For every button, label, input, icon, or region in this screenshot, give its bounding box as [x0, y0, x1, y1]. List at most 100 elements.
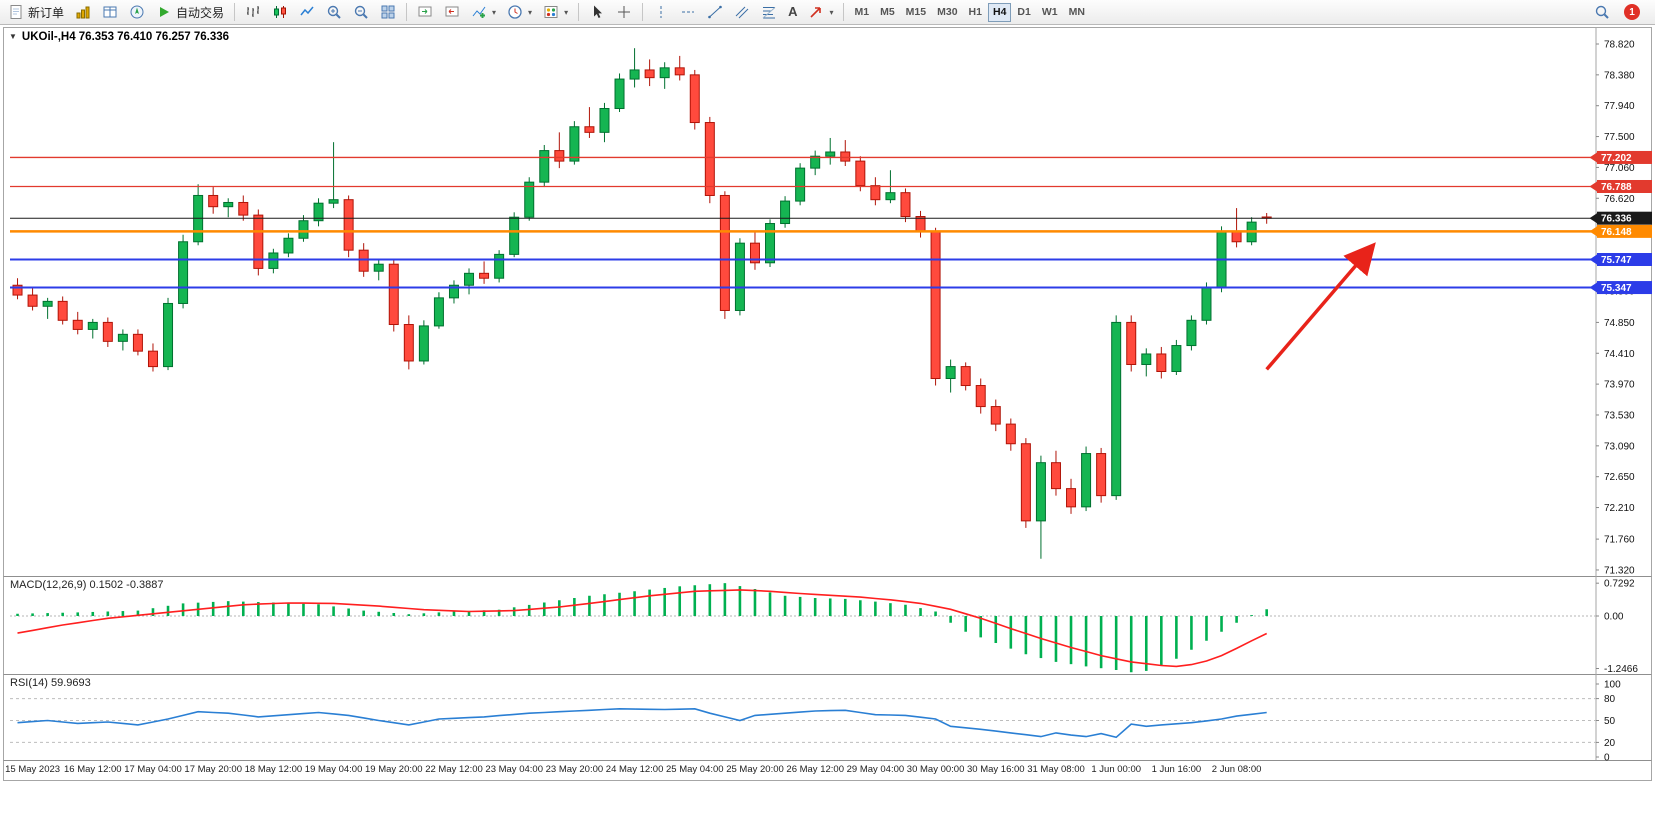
price-axis: 78.820 78.380 77.940 77.500 77.060 76.620 76.1…: [1596, 39, 1635, 576]
toolbar-separator: [406, 3, 408, 21]
vertical-line-icon: [660, 6, 662, 18]
svg-text:78.380: 78.380: [1604, 70, 1635, 81]
svg-text:76.788: 76.788: [1601, 182, 1632, 193]
svg-text:18 May 12:00: 18 May 12:00: [245, 764, 303, 775]
svg-text:0.7292: 0.7292: [1604, 579, 1635, 590]
chevron-down-icon: ▾: [829, 7, 834, 17]
horizontal-line-button[interactable]: [675, 2, 701, 23]
time-axis: 15 May 2023 16 May 12:00 17 May 04:00 17 Ma…: [5, 764, 1261, 775]
new-order-label: 新订单: [28, 5, 65, 20]
svg-text:76.620: 76.620: [1604, 194, 1635, 205]
svg-text:17 May 20:00: 17 May 20:00: [184, 764, 242, 775]
auto-trading-icon: [160, 7, 170, 17]
svg-text:73.970: 73.970: [1604, 380, 1635, 391]
navigator-icon: [130, 5, 144, 19]
svg-text:19 May 04:00: 19 May 04:00: [305, 764, 363, 775]
market-watch-button[interactable]: [70, 2, 96, 23]
timeframe-mn[interactable]: MN: [1064, 3, 1090, 22]
svg-text:30 May 16:00: 30 May 16:00: [967, 764, 1025, 775]
timeframe-h4[interactable]: H4: [987, 2, 1012, 22]
auto-scroll-icon: [418, 6, 432, 17]
horizontal-line-icon: [682, 11, 695, 13]
tile-windows-button[interactable]: [375, 2, 401, 23]
text-icon: A: [788, 4, 798, 19]
chevron-down-icon: ▾: [492, 7, 497, 17]
search-icon: [1595, 5, 1609, 19]
indicators-button[interactable]: ▾: [466, 2, 501, 23]
new-order-button[interactable]: 新订单: [3, 2, 69, 23]
svg-text:20: 20: [1604, 738, 1616, 749]
one-click-trading-toggle[interactable]: ▼: [9, 32, 17, 41]
auto-scroll-button[interactable]: [412, 2, 438, 23]
timeframe-m30[interactable]: M30: [932, 3, 962, 22]
horizontal-level-lines[interactable]: [10, 156, 1596, 289]
svg-text:74.850: 74.850: [1604, 318, 1635, 329]
arrows-button[interactable]: ▾: [803, 2, 838, 23]
svg-text:50: 50: [1604, 716, 1616, 727]
text-button[interactable]: A: [783, 2, 802, 23]
svg-text:25 May 20:00: 25 May 20:00: [726, 764, 784, 775]
line-chart-icon: [300, 6, 314, 16]
fibonacci-button[interactable]: [756, 2, 782, 23]
candlestick-chart-button[interactable]: [267, 2, 293, 23]
macd-pane: 0.7292 0.00 -1.2466: [10, 579, 1638, 675]
channel-button[interactable]: [729, 2, 755, 23]
bar-chart-button[interactable]: [240, 2, 266, 23]
svg-text:30 May 00:00: 30 May 00:00: [907, 764, 965, 775]
zoom-in-button[interactable]: [321, 2, 347, 23]
svg-text:77.060: 77.060: [1604, 163, 1635, 174]
timeframe-w1[interactable]: W1: [1037, 3, 1063, 22]
timeframe-m1[interactable]: M1: [849, 3, 874, 22]
market-watch-icon: [76, 6, 90, 19]
data-window-icon: [103, 6, 117, 18]
new-order-icon: [10, 5, 22, 19]
trend-arrow[interactable]: [1265, 242, 1376, 371]
svg-text:76.148: 76.148: [1601, 227, 1632, 238]
toolbar-separator: [843, 3, 845, 21]
auto-trading-label: 自动交易: [176, 5, 225, 20]
trendline-icon: [708, 5, 722, 19]
timeframe-h1[interactable]: H1: [964, 3, 987, 22]
svg-text:31 May 08:00: 31 May 08:00: [1027, 764, 1085, 775]
timeframe-m15[interactable]: M15: [901, 3, 931, 22]
svg-text:1 Jun 16:00: 1 Jun 16:00: [1152, 764, 1202, 775]
chart-shift-icon: [445, 6, 459, 17]
data-window-button[interactable]: [97, 2, 123, 23]
svg-text:23 May 20:00: 23 May 20:00: [546, 764, 604, 775]
macd-label: MACD(12,26,9) 0.1502 -0.3887: [10, 579, 164, 591]
rsi-pane: 100 80 50 20 0: [10, 680, 1621, 764]
vertical-line-button[interactable]: [648, 2, 674, 23]
main-toolbar: 新订单 自动交易 ▾ ▾: [0, 0, 1655, 25]
chart-title-bar: ▼ UKOil-,H4 76.353 76.410 76.257 76.336: [9, 31, 229, 43]
svg-text:75.747: 75.747: [1601, 255, 1632, 266]
toolbar-separator: [234, 3, 236, 21]
svg-text:72.210: 72.210: [1604, 503, 1635, 514]
zoom-out-button[interactable]: [348, 2, 374, 23]
crosshair-button[interactable]: [611, 2, 637, 23]
svg-text:0.00: 0.00: [1604, 612, 1624, 623]
channel-icon: [735, 6, 749, 19]
svg-text:23 May 04:00: 23 May 04:00: [485, 764, 543, 775]
navigator-button[interactable]: [124, 2, 150, 23]
chart-title: UKOil-,H4 76.353 76.410 76.257 76.336: [21, 31, 230, 43]
svg-text:73.530: 73.530: [1604, 410, 1635, 421]
periods-button[interactable]: ▾: [502, 2, 537, 23]
toolbar-separator: [578, 3, 580, 21]
svg-text:78.820: 78.820: [1604, 39, 1635, 50]
search-button[interactable]: [1589, 2, 1615, 23]
svg-text:74.410: 74.410: [1604, 349, 1635, 360]
notification-badge[interactable]: 1: [1624, 4, 1640, 20]
indicators-icon: [472, 6, 486, 18]
trendline-button[interactable]: [702, 2, 728, 23]
svg-text:17 May 04:00: 17 May 04:00: [124, 764, 182, 775]
timeframe-m5[interactable]: M5: [875, 3, 900, 22]
svg-text:29 May 04:00: 29 May 04:00: [847, 764, 905, 775]
templates-button[interactable]: ▾: [538, 2, 573, 23]
timeframe-d1[interactable]: D1: [1012, 3, 1035, 22]
fibonacci-icon: [762, 7, 776, 19]
cursor-button[interactable]: [584, 2, 610, 23]
line-chart-button[interactable]: [294, 2, 320, 23]
auto-trading-button[interactable]: 自动交易: [151, 2, 229, 23]
chart-shift-button[interactable]: [439, 2, 465, 23]
